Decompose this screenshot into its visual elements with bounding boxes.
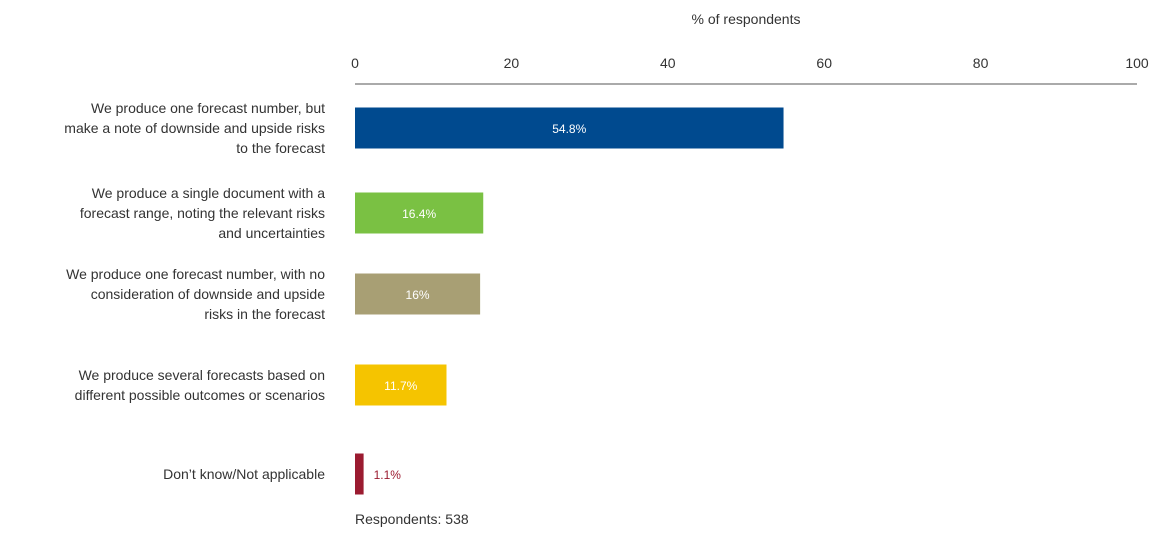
bar xyxy=(355,273,481,315)
bar-value-label: 16% xyxy=(406,288,430,302)
category-label: forecast range, noting the relevant risk… xyxy=(80,205,325,221)
category-label: different possible outcomes or scenarios xyxy=(75,387,325,403)
value-labels: 54.8% 16.4% 16% 11.7% 1.1% xyxy=(374,122,587,482)
bar-value-label: 54.8% xyxy=(552,122,586,136)
category-label: make a note of downside and upside risks xyxy=(64,120,325,136)
bar-value-label: 11.7% xyxy=(384,379,417,393)
category-label: and uncertainties xyxy=(218,225,325,241)
x-tick-label: 40 xyxy=(660,55,676,71)
x-tick-label: 0 xyxy=(351,55,359,71)
category-label: consideration of downside and upside xyxy=(91,286,325,302)
bar xyxy=(355,364,447,406)
x-tick-label: 100 xyxy=(1125,55,1149,71)
category-labels: We produce one forecast number, but make … xyxy=(64,100,325,482)
x-axis-title: % of respondents xyxy=(692,11,801,27)
x-tick-label: 20 xyxy=(504,55,520,71)
category-label: We produce one forecast number, but xyxy=(91,100,325,116)
bar-value-label: 1.1% xyxy=(374,468,402,482)
bar xyxy=(355,107,784,149)
category-label: Don’t know/Not applicable xyxy=(163,466,325,482)
category-label: We produce one forecast number, with no xyxy=(66,266,325,282)
category-label: We produce several forecasts based on xyxy=(79,367,325,383)
bar xyxy=(355,453,364,495)
x-tick-label: 60 xyxy=(816,55,832,71)
category-label: to the forecast xyxy=(236,140,325,156)
bars xyxy=(355,107,784,495)
bar-value-label: 16.4% xyxy=(402,207,436,221)
x-axis-ticks: 0 20 40 60 80 100 xyxy=(351,55,1149,71)
bar xyxy=(355,192,484,234)
respondents-footnote: Respondents: 538 xyxy=(355,511,469,527)
category-label: We produce a single document with a xyxy=(92,185,325,201)
x-tick-label: 80 xyxy=(973,55,989,71)
category-label: risks in the forecast xyxy=(204,306,325,322)
